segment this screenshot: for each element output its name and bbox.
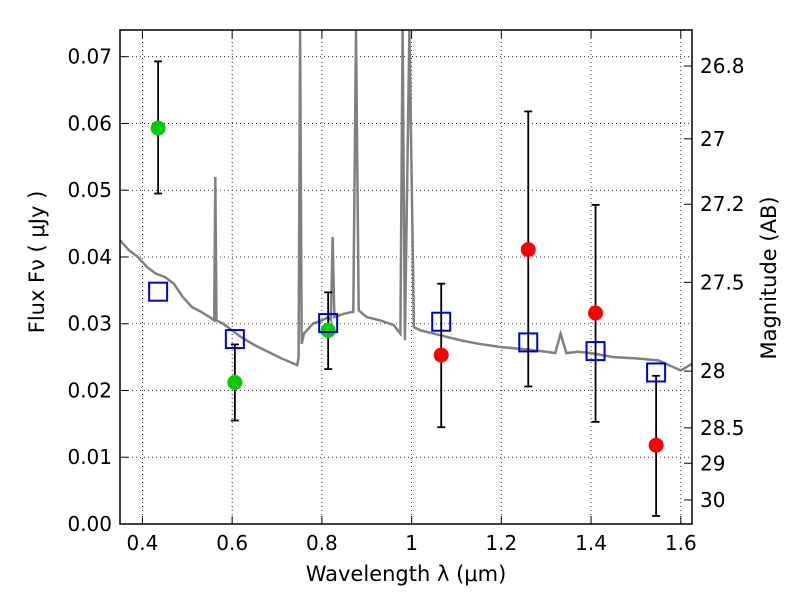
y-tick-label: 0.00 bbox=[67, 512, 112, 536]
y-tick-label: 0.03 bbox=[67, 312, 112, 336]
x-tick-label: 1 bbox=[405, 531, 418, 555]
photometry-point bbox=[150, 120, 166, 136]
y-tick-label: 0.02 bbox=[67, 378, 112, 402]
data-points bbox=[148, 120, 667, 453]
plot-frame bbox=[119, 29, 693, 525]
model-spectrum-line bbox=[120, 30, 692, 372]
y-tick-label: 0.04 bbox=[67, 245, 112, 269]
x-tick-label: 0.6 bbox=[216, 531, 248, 555]
x-tick-label: 1.6 bbox=[665, 531, 697, 555]
y2-tick-label: 27 bbox=[700, 127, 725, 151]
y2-tick-label: 30 bbox=[700, 488, 725, 512]
photometry-point bbox=[227, 374, 243, 390]
y2-axis-label: Magnitude (AB) bbox=[757, 196, 781, 359]
y-tick-label: 0.05 bbox=[67, 178, 112, 202]
model-spectrum bbox=[120, 30, 692, 372]
y-tick-label: 0.07 bbox=[67, 45, 112, 69]
photometry-point bbox=[588, 305, 604, 321]
y2-tick-label: 27.5 bbox=[700, 270, 745, 294]
model-photometry-square bbox=[646, 362, 667, 383]
photometry-point bbox=[433, 347, 449, 363]
photometry-point bbox=[520, 242, 536, 258]
photometry-point bbox=[320, 322, 336, 338]
model-photometry-square bbox=[318, 313, 339, 334]
x-tick-label: 1.4 bbox=[575, 531, 607, 555]
model-photometry-square bbox=[518, 332, 539, 353]
model-photometry-square bbox=[431, 311, 452, 332]
axis-ticks: 0.4 0.6 0.8 1 1.2 1.4 1.6 0.00 0.01 0.02 0.03 0.04 0… bbox=[67, 30, 745, 555]
y2-tick-label: 28.5 bbox=[700, 416, 745, 440]
model-photometry-square bbox=[148, 281, 169, 302]
y2-tick-label: 28 bbox=[700, 359, 725, 383]
y-tick-label: 0.01 bbox=[67, 445, 112, 469]
photometry-point bbox=[648, 437, 664, 453]
x-tick-label: 1.2 bbox=[485, 531, 517, 555]
x-axis-label: Wavelength λ (μm) bbox=[306, 562, 507, 586]
model-photometry-square bbox=[585, 341, 606, 362]
y-axis-label: Flux Fν ( μJy ) bbox=[25, 191, 49, 334]
x-tick-label: 0.8 bbox=[306, 531, 338, 555]
y2-tick-label: 29 bbox=[700, 451, 725, 475]
model-photometry-square bbox=[224, 329, 245, 350]
y2-tick-label: 27.2 bbox=[700, 192, 745, 216]
y2-tick-label: 26.8 bbox=[700, 54, 745, 78]
y-tick-label: 0.06 bbox=[67, 111, 112, 135]
x-tick-label: 0.4 bbox=[127, 531, 159, 555]
